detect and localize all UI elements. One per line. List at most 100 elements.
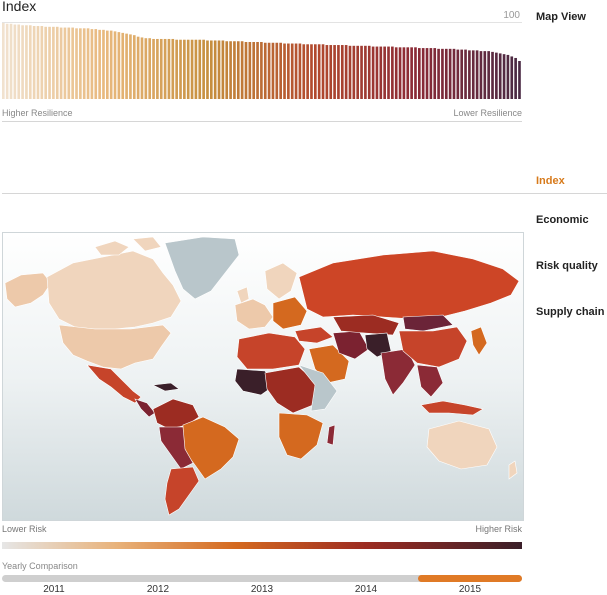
map-region-caribbean[interactable] bbox=[151, 382, 180, 392]
map-region-mexico[interactable] bbox=[86, 364, 142, 404]
index-bar[interactable] bbox=[302, 44, 306, 99]
map-region-new-zealand[interactable] bbox=[508, 460, 518, 480]
index-bar[interactable] bbox=[152, 38, 155, 99]
index-bar[interactable] bbox=[167, 38, 171, 99]
index-bar[interactable] bbox=[495, 52, 498, 99]
map-region-indonesia[interactable] bbox=[420, 400, 484, 416]
index-bar[interactable] bbox=[383, 46, 386, 99]
index-bar[interactable] bbox=[317, 44, 321, 99]
index-bar[interactable] bbox=[456, 49, 460, 99]
index-bar[interactable] bbox=[298, 43, 302, 99]
index-bar[interactable] bbox=[183, 39, 186, 99]
index-bar[interactable] bbox=[36, 26, 40, 99]
index-bar[interactable] bbox=[9, 23, 13, 99]
index-bar[interactable] bbox=[475, 50, 479, 99]
index-bar[interactable] bbox=[510, 56, 514, 99]
index-bar[interactable] bbox=[59, 27, 63, 99]
index-bar[interactable] bbox=[444, 48, 448, 99]
map-region-peru-bolivia[interactable] bbox=[158, 426, 194, 470]
year-2011[interactable]: 2011 bbox=[43, 584, 65, 595]
index-bar[interactable] bbox=[271, 42, 275, 99]
year-2015[interactable]: 2015 bbox=[458, 584, 482, 595]
index-bar[interactable] bbox=[414, 47, 417, 99]
map-region-alaska[interactable] bbox=[4, 272, 52, 308]
index-bar[interactable] bbox=[198, 39, 202, 99]
index-bar[interactable] bbox=[121, 32, 125, 99]
index-bar[interactable] bbox=[144, 38, 148, 99]
index-bar[interactable] bbox=[310, 44, 313, 99]
map-region-greenland[interactable] bbox=[164, 236, 240, 300]
index-bar[interactable] bbox=[52, 26, 55, 99]
index-bar[interactable] bbox=[287, 43, 290, 99]
map-region-russia[interactable] bbox=[298, 250, 520, 320]
index-bar[interactable] bbox=[117, 32, 121, 99]
index-bar[interactable] bbox=[186, 39, 190, 99]
index-bar[interactable] bbox=[421, 48, 425, 99]
index-bar[interactable] bbox=[171, 38, 175, 99]
map-region-madagascar[interactable] bbox=[326, 424, 336, 446]
index-bar[interactable] bbox=[437, 48, 440, 99]
index-bar[interactable] bbox=[221, 40, 225, 99]
map-region-usa[interactable] bbox=[58, 324, 172, 370]
map-region-southeast-asia[interactable] bbox=[416, 364, 444, 398]
index-bar[interactable] bbox=[5, 23, 9, 99]
index-bar[interactable] bbox=[136, 36, 140, 99]
index-bar[interactable] bbox=[86, 28, 90, 99]
index-bar[interactable] bbox=[63, 27, 67, 99]
index-bar[interactable] bbox=[213, 40, 217, 99]
index-bar[interactable] bbox=[206, 40, 209, 99]
index-bar[interactable] bbox=[190, 39, 194, 99]
index-bar[interactable] bbox=[179, 39, 182, 99]
index-bar[interactable] bbox=[82, 28, 86, 99]
index-bar[interactable] bbox=[240, 41, 244, 99]
index-bar[interactable] bbox=[333, 45, 336, 99]
index-bar[interactable] bbox=[233, 41, 236, 99]
index-bar[interactable] bbox=[290, 43, 294, 99]
index-bar[interactable] bbox=[344, 45, 348, 99]
index-bar[interactable] bbox=[194, 39, 198, 99]
index-bar[interactable] bbox=[479, 51, 483, 99]
index-bar[interactable] bbox=[518, 61, 521, 99]
map-region-turkey[interactable] bbox=[294, 326, 334, 344]
index-bar[interactable] bbox=[340, 45, 344, 99]
index-bar[interactable] bbox=[429, 48, 433, 99]
index-bar[interactable] bbox=[21, 25, 24, 99]
index-bar[interactable] bbox=[2, 23, 5, 99]
index-bar[interactable] bbox=[248, 42, 252, 99]
index-bar[interactable] bbox=[71, 27, 74, 99]
index-bar[interactable] bbox=[148, 38, 152, 99]
index-bar[interactable] bbox=[471, 50, 475, 99]
map-region-argentina-chile[interactable] bbox=[164, 466, 200, 516]
index-bar[interactable] bbox=[387, 46, 390, 99]
world-map[interactable] bbox=[2, 232, 524, 521]
index-bar[interactable] bbox=[514, 57, 517, 99]
index-bar[interactable] bbox=[175, 39, 178, 99]
index-bar[interactable] bbox=[464, 49, 467, 99]
index-bar[interactable] bbox=[506, 54, 510, 99]
index-bar[interactable] bbox=[410, 47, 413, 99]
index-bar[interactable] bbox=[364, 45, 367, 99]
index-bar[interactable] bbox=[487, 51, 490, 99]
nav-item-risk-quality[interactable]: Risk quality bbox=[536, 260, 598, 272]
index-bar[interactable] bbox=[210, 40, 213, 99]
map-region-mongolia[interactable] bbox=[402, 314, 454, 332]
index-bar[interactable] bbox=[460, 49, 464, 99]
index-bar[interactable] bbox=[402, 47, 406, 99]
index-bar[interactable] bbox=[159, 38, 163, 99]
index-bar[interactable] bbox=[25, 25, 28, 99]
index-bar[interactable] bbox=[279, 42, 282, 99]
index-bar[interactable] bbox=[379, 46, 383, 99]
index-bar[interactable] bbox=[452, 48, 456, 99]
index-bar[interactable] bbox=[375, 46, 379, 99]
index-bar[interactable] bbox=[394, 47, 398, 99]
map-region-north-africa[interactable] bbox=[236, 332, 306, 370]
index-bar[interactable] bbox=[483, 51, 487, 99]
index-bar[interactable] bbox=[425, 48, 429, 99]
index-bar[interactable] bbox=[125, 33, 128, 99]
index-bar[interactable] bbox=[13, 24, 17, 99]
map-region-australia[interactable] bbox=[426, 420, 498, 470]
timeline-slider[interactable] bbox=[2, 575, 522, 582]
map-region-central-asia[interactable] bbox=[332, 314, 400, 336]
year-2014[interactable]: 2014 bbox=[354, 584, 378, 595]
index-bar[interactable] bbox=[163, 38, 167, 99]
